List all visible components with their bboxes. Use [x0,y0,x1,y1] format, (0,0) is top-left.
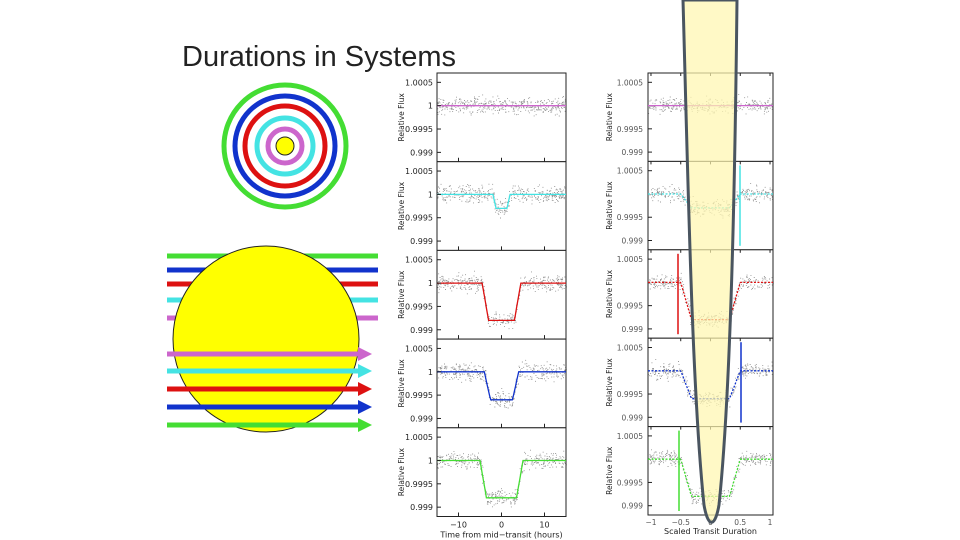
sc-x-tick-label: −0.5 [672,518,690,527]
lc-model-line [437,371,566,401]
orbit-ring-cyan [254,115,316,177]
orbit-rings-diagram [221,82,349,210]
lc-y-tick-label: 1.0005 [405,344,433,353]
lc-panel-frame [436,338,567,429]
sc-y-tick-label: 0.9995 [617,478,643,487]
sc-y-tick-label: 0.9995 [617,125,643,134]
lc-panel-frame [436,161,567,251]
lc-x-tick-label: −10 [450,521,467,530]
lc-y-tick-label: 1 [428,279,433,288]
arrowhead-magenta [358,347,372,361]
sc-y-tick-label: 0.999 [622,413,644,422]
lc-y-tick-label: 1 [428,190,433,199]
lc-model-line [437,193,566,210]
lc-y-axis-label: Relative Flux [397,93,406,142]
sc-x-tick-label: −1 [645,518,656,527]
sc-y-axis-label: Relative Flux [605,269,614,318]
lc-y-axis-label: Relative Flux [397,447,406,496]
sc-y-tick-label: 1.0005 [617,344,643,353]
lc-data-points [437,183,567,219]
lc-y-tick-label: 0.999 [410,503,433,512]
lc-panel-frame [436,249,567,340]
lc-y-tick-label: 0.999 [410,414,433,423]
lc-y-tick-label: 1.0005 [405,78,433,87]
sc-y-tick-label: 1.0005 [617,432,643,441]
sc-y-tick-label: 0.9995 [617,302,643,311]
sc-y-tick-label: 1.0005 [617,78,643,87]
sc-y-axis-label: Relative Flux [605,181,614,230]
sc-y-axis-label: Relative Flux [605,93,614,142]
sc-y-tick-label: 0.999 [622,325,644,334]
arrowhead-green [358,418,372,432]
lc-y-axis-label: Relative Flux [397,359,406,408]
lc-y-tick-label: 0.999 [410,237,433,246]
highlight-u-band [681,0,739,524]
sc-x-tick-label: 0.5 [734,518,746,527]
sc-x-tick-label: 1 [768,518,773,527]
orbit-ring-red [242,103,328,189]
lc-x-tick-label: 0 [499,521,504,530]
arrowhead-red [358,382,372,396]
transit-arrows [167,347,372,432]
sc-model-line [648,281,773,321]
orbit-ring-blue [232,93,338,199]
lc-y-tick-label: 1.0005 [405,256,433,265]
lc-y-axis-label: Relative Flux [397,181,406,230]
arrowhead-cyan [358,364,372,378]
lc-y-tick-label: 1 [428,102,433,111]
central-star-small [275,136,295,156]
lc-y-tick-label: 1 [428,368,433,377]
host-star [172,245,360,433]
sc-y-tick-label: 1.0005 [617,255,643,264]
lc-y-axis-label: Relative Flux [397,270,406,319]
transit-chord-diagram [167,245,378,433]
lc-y-tick-label: 0.9995 [405,391,433,400]
sc-y-tick-label: 0.999 [622,502,644,511]
arrowhead-blue [358,400,372,414]
orbit-ring-magenta [265,126,305,166]
slide-title: Durations in Systems [182,41,456,74]
sc-y-tick-label: 0.999 [622,148,644,157]
lc-x-tick-label: 10 [539,521,549,530]
lc-model-line [437,459,566,499]
orbit-ring-green [221,82,349,210]
sc-model-line [648,193,773,209]
sc-x-axis-label: Scaled Transit Duration [664,527,757,536]
lc-x-axis-label: Time from mid−transit (hours) [439,531,562,540]
lc-y-tick-label: 1 [428,456,433,465]
sc-y-tick-label: 0.9995 [617,213,643,222]
lc-y-tick-label: 0.9995 [405,480,433,489]
sc-y-axis-label: Relative Flux [605,358,614,407]
sc-y-tick-label: 1.0005 [617,167,643,176]
light-curve-stack-hours: 1.0005 1 0.9995 0.999 Relative Flux 1.0005 1 0.… [397,72,567,540]
lc-y-tick-label: 0.999 [410,326,433,335]
lc-y-tick-label: 1.0005 [405,167,433,176]
lc-panel-frame [436,427,567,517]
sc-y-axis-label: Relative Flux [605,446,614,495]
sc-y-tick-label: 0.999 [622,236,644,245]
lc-y-tick-label: 0.9995 [405,214,433,223]
lc-y-tick-label: 0.9995 [405,125,433,134]
lc-y-tick-label: 1.0005 [405,433,433,442]
sc-y-tick-label: 0.9995 [617,390,643,399]
lc-y-tick-label: 0.999 [410,148,433,157]
sc-model-line [648,458,773,498]
lc-model-line [437,282,566,322]
lc-panel-frame [436,72,567,163]
lc-y-tick-label: 0.9995 [405,302,433,311]
